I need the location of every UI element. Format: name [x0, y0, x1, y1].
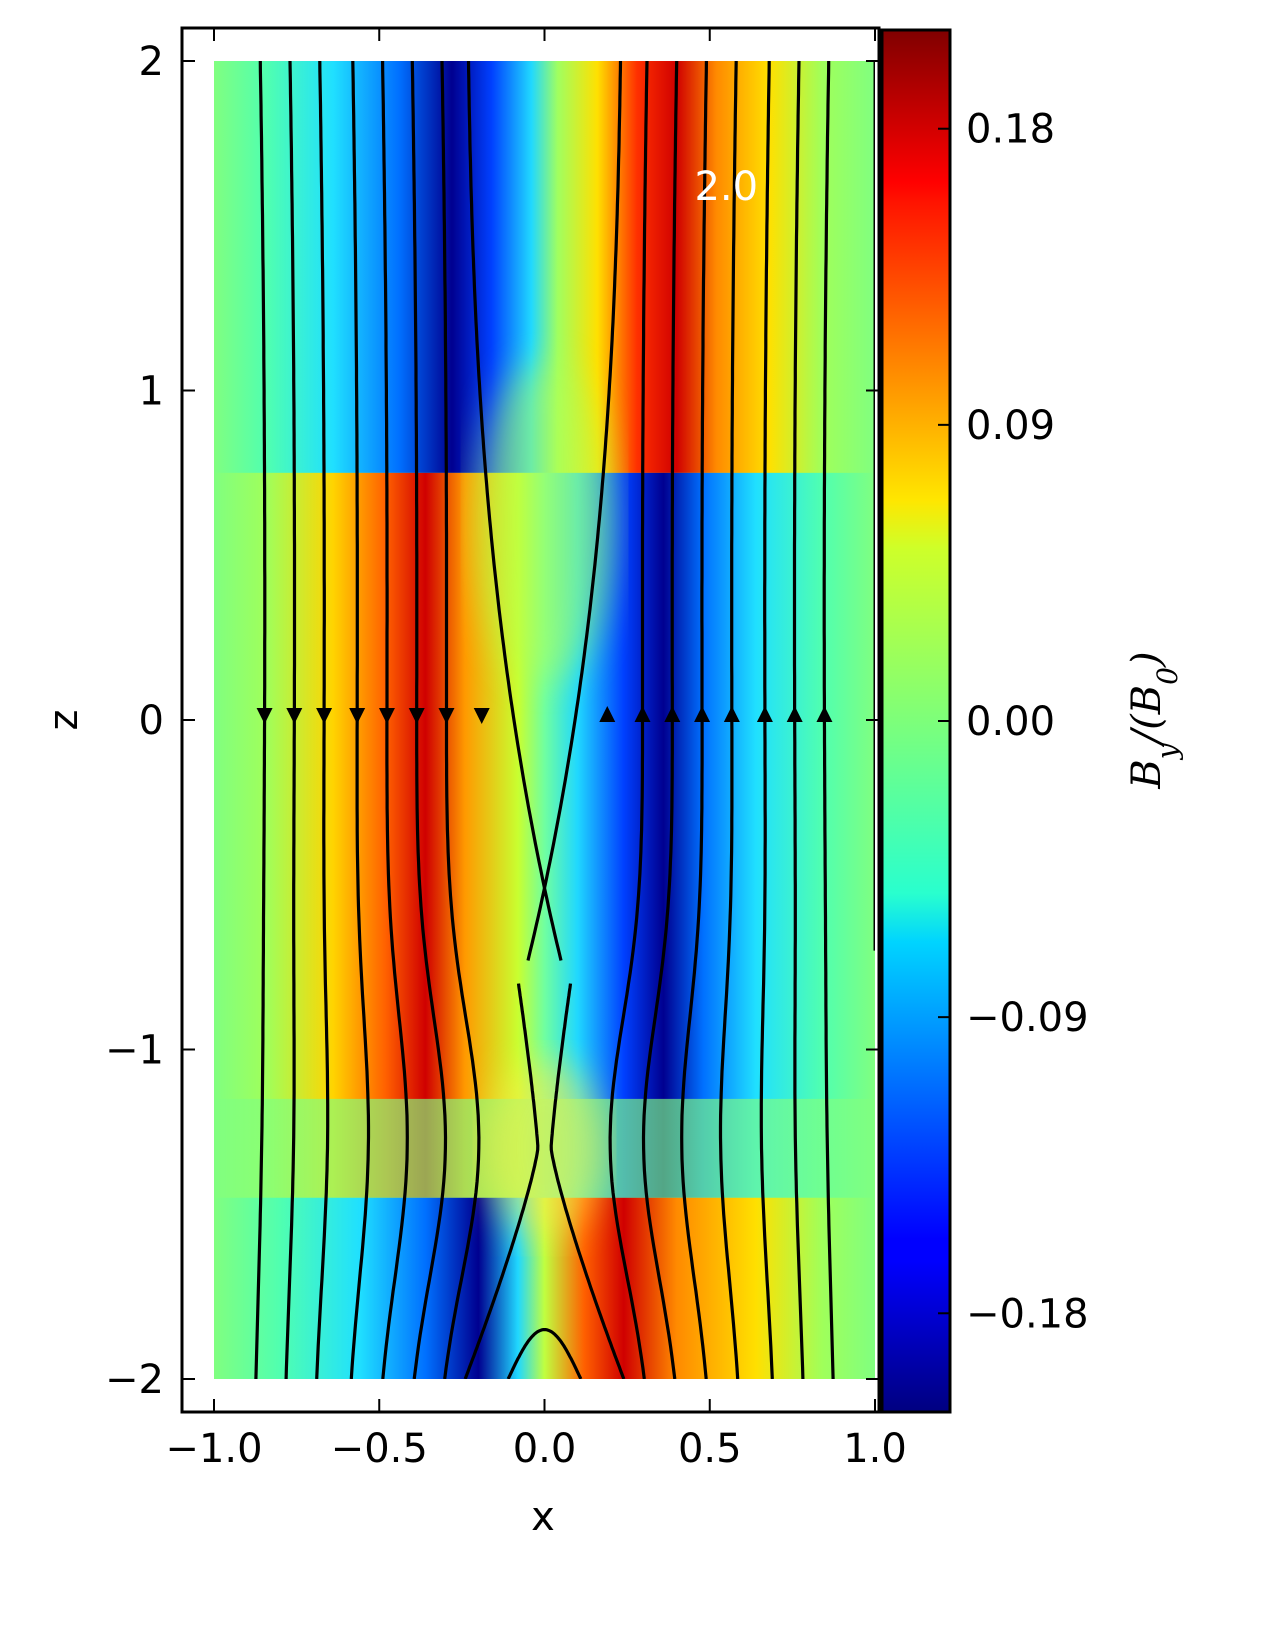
heatmap	[214, 61, 875, 1379]
field-line-arrow-4	[378, 708, 395, 724]
field-line-arrow-6	[438, 708, 455, 724]
heatmap-center-glow	[474, 362, 615, 683]
x-tick-label: −0.5	[331, 1426, 428, 1472]
colorbar-tick-label: 0.18	[966, 107, 1055, 153]
colorbar-tick-label: 0.00	[966, 699, 1055, 745]
y-tick-label: −2	[105, 1357, 164, 1403]
field-line-arrows	[256, 706, 833, 724]
field-line-arrow-8	[599, 706, 616, 722]
field-line-arrow-11	[694, 706, 711, 722]
y-axis-ticks: −2 −1 0 1 2	[105, 39, 879, 1403]
y-tick-label: 2	[139, 39, 164, 85]
x-tick-label: 0.5	[678, 1426, 742, 1472]
field-line-arrow-9	[634, 706, 651, 722]
colorbar-label: By/(B0)	[1124, 651, 1184, 789]
contour-annotation: 2.0	[694, 164, 758, 210]
field-line-arrow-10	[664, 706, 681, 722]
x-tick-label: −1.0	[165, 1426, 262, 1472]
x-axis-label: x	[531, 1494, 555, 1540]
x-tick-label: 0.0	[513, 1426, 577, 1472]
field-line-arrow-15	[816, 706, 833, 722]
field-line-branch-8	[549, 983, 626, 1379]
field-line-arrow-2	[316, 708, 333, 724]
field-line-arrow-7	[473, 708, 490, 724]
field-line-arrow-5	[408, 708, 425, 724]
field-line-bottom-arc	[506, 1328, 583, 1379]
field-line-7	[466, 61, 563, 961]
colorbar-tick-label: −0.09	[966, 995, 1089, 1041]
colorbar-tick-label: −0.18	[966, 1291, 1089, 1337]
field-line-arrow-14	[786, 706, 803, 722]
field-line-branch-7	[463, 983, 540, 1379]
x-tick-label: 1.0	[843, 1426, 907, 1472]
field-line-arrow-3	[349, 708, 366, 724]
colorbar-tick-label: 0.09	[966, 403, 1055, 449]
field-line-arrow-13	[756, 706, 773, 722]
y-tick-label: −1	[105, 1028, 164, 1074]
y-tick-label: 1	[139, 369, 164, 415]
heatmap-xpoint-glow	[484, 1058, 605, 1239]
field-line-arrow-1	[286, 708, 303, 724]
field-line-8	[526, 61, 623, 961]
y-axis-label: z	[41, 710, 87, 731]
x-axis-ticks: −1.0 −0.5 0.0 0.5 1.0	[165, 28, 907, 1472]
colorbar-ticks: 0.18 0.09 0.00 −0.09 −0.18	[938, 107, 1089, 1337]
field-line-arrow-12	[723, 706, 740, 722]
y-tick-label: 0	[139, 698, 164, 744]
field-line-arrow-0	[256, 708, 273, 724]
